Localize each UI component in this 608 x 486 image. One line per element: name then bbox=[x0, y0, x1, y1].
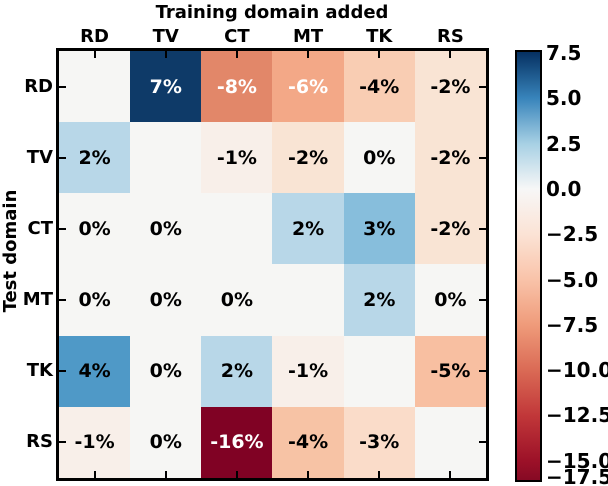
colorbar-tick-label: −2.5 bbox=[546, 222, 599, 247]
colorbar-tick-label: −5.0 bbox=[546, 267, 599, 292]
axis-tick bbox=[59, 370, 66, 373]
axis-tick bbox=[93, 51, 96, 58]
heatmap-cell-TK-CT: 2% bbox=[201, 335, 273, 407]
axis-tick bbox=[59, 299, 66, 302]
heatmap-cell-TV-CT: -1% bbox=[201, 122, 273, 194]
axis-tick bbox=[479, 370, 486, 373]
colorbar-tick-label: 5.0 bbox=[546, 86, 582, 111]
axis-tick bbox=[59, 156, 66, 159]
heatmap-cell-RD-RS: -2% bbox=[414, 51, 486, 123]
colorbar-tick-label: −10.0 bbox=[546, 358, 608, 383]
heatmap-cell-RD-TK: -4% bbox=[343, 51, 415, 123]
heatmap-cell-RS-CT: -16% bbox=[201, 406, 273, 478]
heatmap-cell-CT-MT: 2% bbox=[272, 193, 344, 265]
heatmap-cell-RD-RD bbox=[59, 51, 131, 123]
col-label-TV: TV bbox=[152, 26, 179, 47]
axis-tick bbox=[59, 441, 66, 444]
axis-tick bbox=[449, 51, 452, 58]
y-axis-label: Test domain bbox=[0, 189, 21, 313]
axis-tick bbox=[479, 299, 486, 302]
colorbar bbox=[515, 50, 542, 482]
axis-tick bbox=[449, 471, 452, 478]
axis-tick bbox=[479, 227, 486, 230]
heatmap-grid: 7% -8% -6% -4% -2% 2% -1% -2% 0% -2% 0% 0% 2% 3% -2% 0%… bbox=[56, 48, 489, 481]
heatmap-cell-MT-TK: 2% bbox=[343, 264, 415, 336]
heatmap-cell-CT-TV: 0% bbox=[130, 193, 202, 265]
heatmap-cell-TV-MT: -2% bbox=[272, 122, 344, 194]
heatmap-cell-CT-RD: 0% bbox=[59, 193, 131, 265]
row-label-RD: RD bbox=[24, 75, 53, 97]
heatmap-cell-RS-RS bbox=[414, 406, 486, 478]
row-label-RS: RS bbox=[26, 431, 53, 453]
heatmap-cell-CT-TK: 3% bbox=[343, 193, 415, 265]
axis-tick bbox=[378, 471, 381, 478]
heatmap-cell-MT-RD: 0% bbox=[59, 264, 131, 336]
col-label-CT: CT bbox=[224, 26, 250, 47]
heatmap-cell-RS-TV: 0% bbox=[130, 406, 202, 478]
heatmap-cell-RS-RD: -1% bbox=[59, 406, 131, 478]
heatmap-cell-TK-MT: -1% bbox=[272, 335, 344, 407]
axis-tick bbox=[93, 471, 96, 478]
heatmap-cell-TV-RS: -2% bbox=[414, 122, 486, 194]
colorbar-tick-label: 7.5 bbox=[546, 41, 582, 65]
axis-tick bbox=[235, 471, 238, 478]
axis-tick bbox=[164, 51, 167, 58]
heatmap-cell-RD-MT: -6% bbox=[272, 51, 344, 123]
heatmap-cell-CT-CT bbox=[201, 193, 273, 265]
heatmap-cell-TK-RS: -5% bbox=[414, 335, 486, 407]
col-label-RS: RS bbox=[436, 26, 464, 47]
heatmap-cell-MT-TV: 0% bbox=[130, 264, 202, 336]
heatmap-cell-TK-RD: 4% bbox=[59, 335, 131, 407]
row-label-TK: TK bbox=[26, 360, 53, 382]
heatmap-cell-TV-TK: 0% bbox=[343, 122, 415, 194]
heatmap-cell-CT-RS: -2% bbox=[414, 193, 486, 265]
row-label-CT: CT bbox=[27, 217, 54, 239]
axis-tick bbox=[479, 85, 486, 88]
heatmap-cell-RS-TK: -3% bbox=[343, 406, 415, 478]
heatmap-cell-TK-TV: 0% bbox=[130, 335, 202, 407]
row-label-MT: MT bbox=[22, 289, 53, 311]
heatmap-cell-TV-TV bbox=[130, 122, 202, 194]
heatmap-cell-MT-CT: 0% bbox=[201, 264, 273, 336]
heatmap-cell-MT-MT bbox=[272, 264, 344, 336]
heatmap-cell-RD-TV: 7% bbox=[130, 51, 202, 123]
axis-tick bbox=[307, 471, 310, 478]
col-label-RD: RD bbox=[80, 26, 109, 47]
colorbar-tick-label: −7.5 bbox=[546, 312, 599, 337]
axis-tick bbox=[235, 51, 238, 58]
heatmap-cell-TK-TK bbox=[343, 335, 415, 407]
axis-tick bbox=[164, 471, 167, 478]
colorbar-tick-label: −15.0 bbox=[546, 448, 608, 473]
col-label-TK: TK bbox=[366, 26, 393, 47]
heatmap-cell-RS-MT: -4% bbox=[272, 406, 344, 478]
col-label-MT: MT bbox=[292, 26, 324, 47]
axis-tick bbox=[479, 441, 486, 444]
axis-tick bbox=[307, 51, 310, 58]
heatmap-cell-RD-CT: -8% bbox=[201, 51, 273, 123]
chart-title: Training domain added bbox=[155, 2, 389, 23]
axis-tick bbox=[59, 227, 66, 230]
axis-tick bbox=[59, 85, 66, 88]
heatmap-cell-MT-RS: 0% bbox=[414, 264, 486, 336]
row-label-TV: TV bbox=[26, 146, 53, 168]
axis-tick bbox=[378, 51, 381, 58]
colorbar-tick-label: −12.5 bbox=[546, 403, 608, 428]
axis-tick bbox=[479, 156, 486, 159]
heatmap-cell-TV-RD: 2% bbox=[59, 122, 131, 194]
colorbar-tick-label: 2.5 bbox=[546, 131, 582, 156]
colorbar-tick-label: 0.0 bbox=[546, 176, 582, 201]
colorbar-tick-label: −17.5 bbox=[546, 465, 608, 486]
